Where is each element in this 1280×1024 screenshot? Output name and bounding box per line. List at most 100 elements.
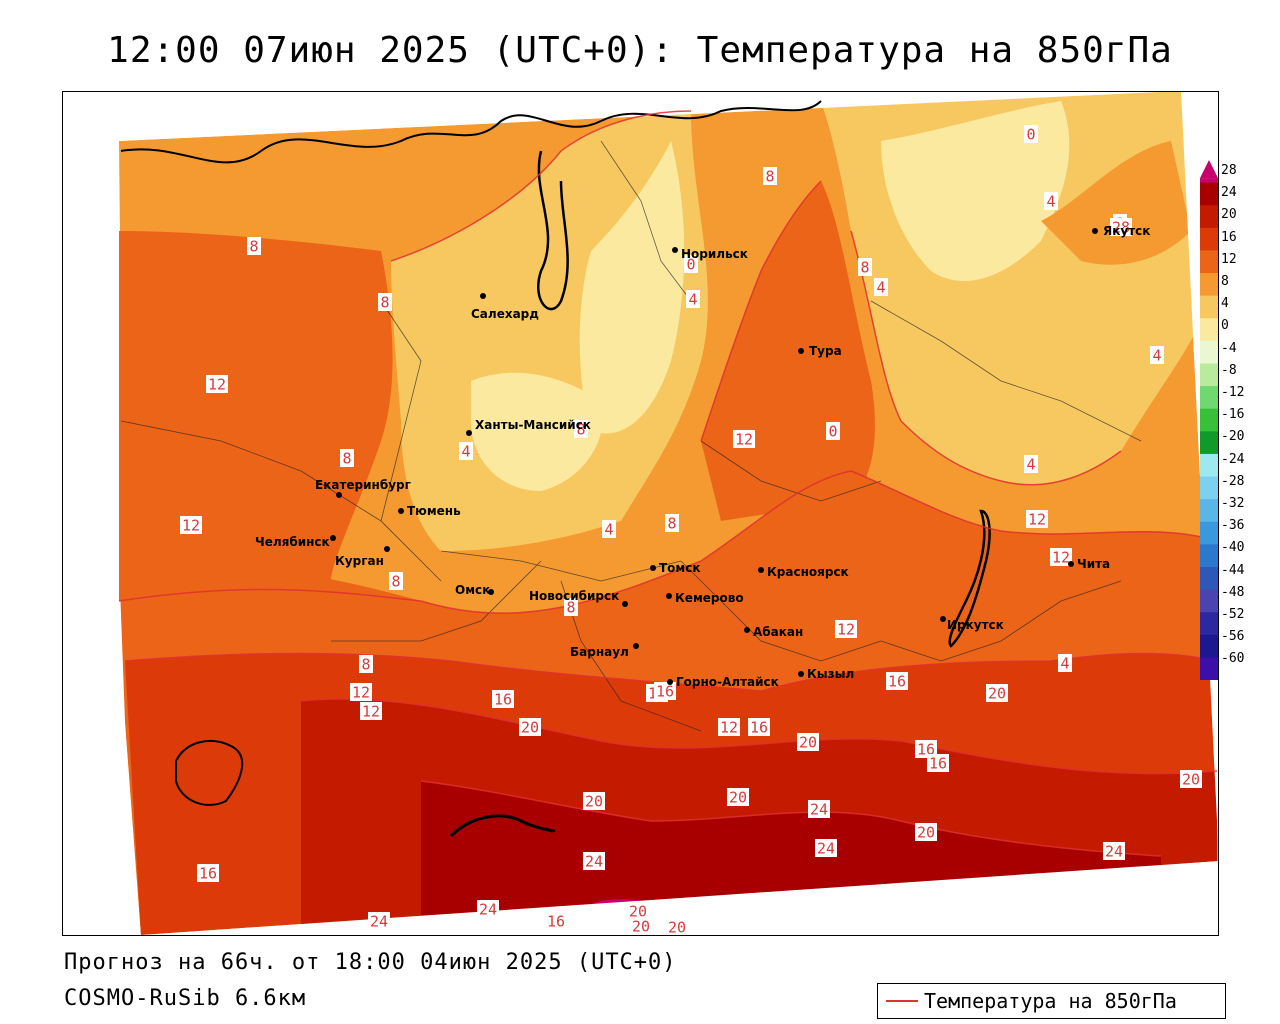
isotherm-label-text: 8: [576, 421, 585, 439]
isotherm-label: 28: [1110, 218, 1132, 237]
colorbar-tick-label: 12: [1221, 251, 1237, 267]
isotherm-label-text: 8: [566, 599, 575, 617]
city-marker: Горно-Алтайск: [667, 675, 779, 689]
isotherm-label: 12: [360, 702, 382, 721]
coastline-ob-gulf: [537, 150, 569, 311]
isotherm-label-text: 4: [688, 291, 697, 309]
isotherm-label-text: 16: [494, 691, 512, 709]
isotherm-label-box: [727, 788, 749, 806]
isotherm-label: 24: [477, 900, 499, 919]
city-dot: [398, 508, 404, 514]
isotherm-label: 8: [340, 449, 354, 468]
field-0-westsib-2: [471, 372, 603, 491]
isotherm-label: 20: [519, 718, 541, 737]
colorbar-tick-label: -12: [1221, 385, 1245, 400]
isotherm-label-text: 12: [735, 431, 753, 449]
city-label: Горно-Алтайск: [676, 675, 779, 689]
isotherm-label: 24: [1103, 842, 1125, 861]
isotherm-label: 16: [748, 718, 770, 737]
colorbar-tick-label: -44: [1221, 562, 1245, 578]
city-dot: [940, 616, 946, 622]
city-marker: Кемерово: [666, 591, 744, 605]
city-marker: Иркутск: [940, 616, 1004, 632]
isotherm-label-box: [1150, 346, 1164, 364]
city-marker: Екатеринбург: [315, 478, 411, 498]
colorbar-swatch: [1200, 521, 1218, 545]
isotherm-label: 16: [492, 690, 514, 709]
isotherm-label-box: [350, 683, 372, 701]
isotherm-label-text: 20: [1182, 771, 1200, 789]
isotherm-label-box: [1103, 842, 1125, 860]
colorbar-swatch: [1200, 453, 1218, 478]
colorbar-swatch: [1200, 589, 1218, 613]
isotherm-label-text: 12: [352, 684, 370, 702]
isotherm-label: 24: [808, 800, 830, 819]
isotherm-label-box: [826, 422, 840, 440]
isotherm-label-box: [748, 718, 770, 736]
isotherm-label-box: [733, 430, 755, 448]
city-dot: [650, 565, 656, 571]
isotherm-label-text: 8: [860, 259, 869, 277]
city-label: Салехард: [471, 307, 539, 321]
isotherm-label-box: [1050, 548, 1072, 566]
colorbar-tick-label: -4: [1221, 340, 1237, 356]
city-label: Иркутск: [947, 618, 1004, 632]
city-marker: Тура: [798, 344, 842, 358]
isotherm-label: 8: [665, 514, 679, 533]
colorbar-swatch: [1200, 566, 1218, 591]
isotherm-label-box: [686, 290, 700, 308]
isotherm-label-box: [564, 598, 578, 616]
colorbar-swatch: [1200, 499, 1218, 523]
legend-line-swatch: [886, 1000, 918, 1002]
city-dot: [1068, 561, 1074, 567]
colorbar-tick-label: -36: [1221, 518, 1245, 534]
colorbar-bottom-arrow: [1200, 661, 1218, 680]
isotherm-label-box: [630, 917, 652, 935]
isotherm-label: 12: [733, 430, 755, 449]
city-dot: [488, 589, 494, 595]
colorbar-tick-label: 24: [1221, 185, 1237, 201]
city-dot: [384, 546, 390, 552]
isotherm-label-box: [378, 293, 392, 311]
city-dot: [633, 643, 639, 649]
isotherm-label-box: [359, 655, 373, 673]
isotherm-label-box: [858, 258, 872, 276]
city-dot: [336, 492, 342, 498]
isotherm-label: 8: [858, 258, 872, 277]
isotherm-label-text: 4: [461, 443, 470, 461]
forecast-info: Прогноз на 66ч. от 18:00 04июн 2025 (UTC…: [64, 950, 677, 975]
city-marker: Челябинск: [255, 535, 336, 549]
isotherm-label-box: [360, 702, 382, 720]
isotherm-label: 20: [986, 684, 1008, 703]
colorbar-tick-label: -28: [1221, 473, 1245, 489]
isotherm-label: 12: [180, 516, 202, 535]
city-label: Барнаул: [570, 645, 629, 659]
map-title: 12:00 07июн 2025 (UTC+0): Температура на…: [107, 30, 1173, 71]
city-dot: [480, 293, 486, 299]
isotherm-label-box: [368, 912, 390, 930]
isotherm-label-text: 4: [876, 279, 885, 297]
city-marker: Томск: [650, 561, 701, 575]
isotherm-label-box: [583, 852, 605, 870]
colorbar-swatch: [1200, 273, 1218, 297]
colorbar-swatch: [1200, 476, 1218, 500]
isotherm-label-box: [927, 754, 949, 772]
city-label: Екатеринбург: [315, 478, 411, 492]
city-label: Кызыл: [807, 667, 854, 681]
city-dot: [758, 567, 764, 573]
isotherm-label: 8: [247, 237, 261, 256]
isotherm-label-text: 20: [988, 685, 1006, 703]
isotherm-label-text: 4: [1026, 456, 1035, 474]
isotherm-label: 16: [927, 754, 949, 773]
isotherm-label: 20: [915, 823, 937, 842]
isotherm-label-box: [815, 839, 837, 857]
outside-bottom-right: [141, 861, 1218, 935]
isotherm-label-text: 12: [1028, 511, 1046, 529]
colorbar-tick-label: 28: [1221, 163, 1237, 178]
city-marker: Ханты-Мансийск: [466, 418, 591, 436]
city-label: Новосибирск: [529, 589, 619, 603]
isotherm-label-box: [492, 690, 514, 708]
isotherm-label-text: 4: [1152, 347, 1161, 365]
isotherm-label-text: 8: [380, 294, 389, 312]
isotherm-label-text: 12: [362, 703, 380, 721]
